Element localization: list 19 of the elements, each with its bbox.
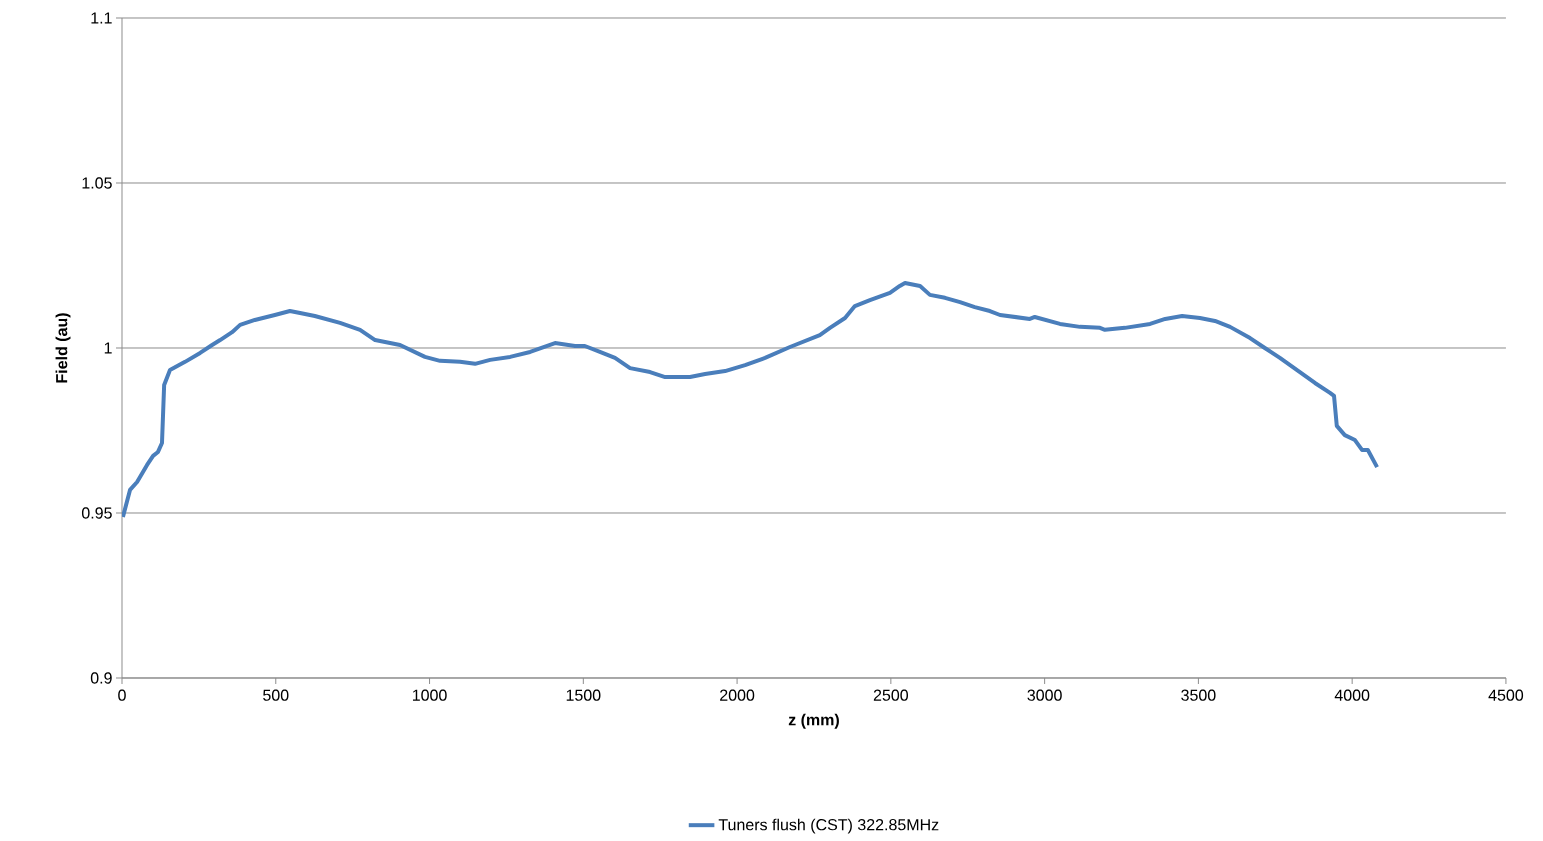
y-tick-label: 1.05 [82,177,112,189]
y-tick-label: 0.9 [90,672,112,684]
x-tick-label: 4000 [1334,689,1370,701]
x-axis-title: z (mm) [788,713,839,729]
legend-label: Tuners flush (CST) 322.85MHz [718,818,939,834]
y-tick-label: 0.95 [81,507,112,519]
x-tick-label: 4500 [1488,689,1524,701]
x-tick-label: 3500 [1181,689,1216,701]
y-tick-label: 1 [104,342,112,354]
x-tick-label: 2000 [720,689,755,701]
x-tick-label: 3000 [1027,689,1062,701]
line-series [122,280,1380,519]
x-tick-label: 500 [263,689,289,701]
x-tick-label: 1500 [566,689,601,701]
x-tick-label: 2500 [873,689,909,701]
y-tick-label: 1.1 [91,12,112,24]
y-axis-title: Field (au) [55,313,71,383]
x-tick-label: 0 [118,689,126,701]
x-tick-label: 1000 [412,689,447,701]
